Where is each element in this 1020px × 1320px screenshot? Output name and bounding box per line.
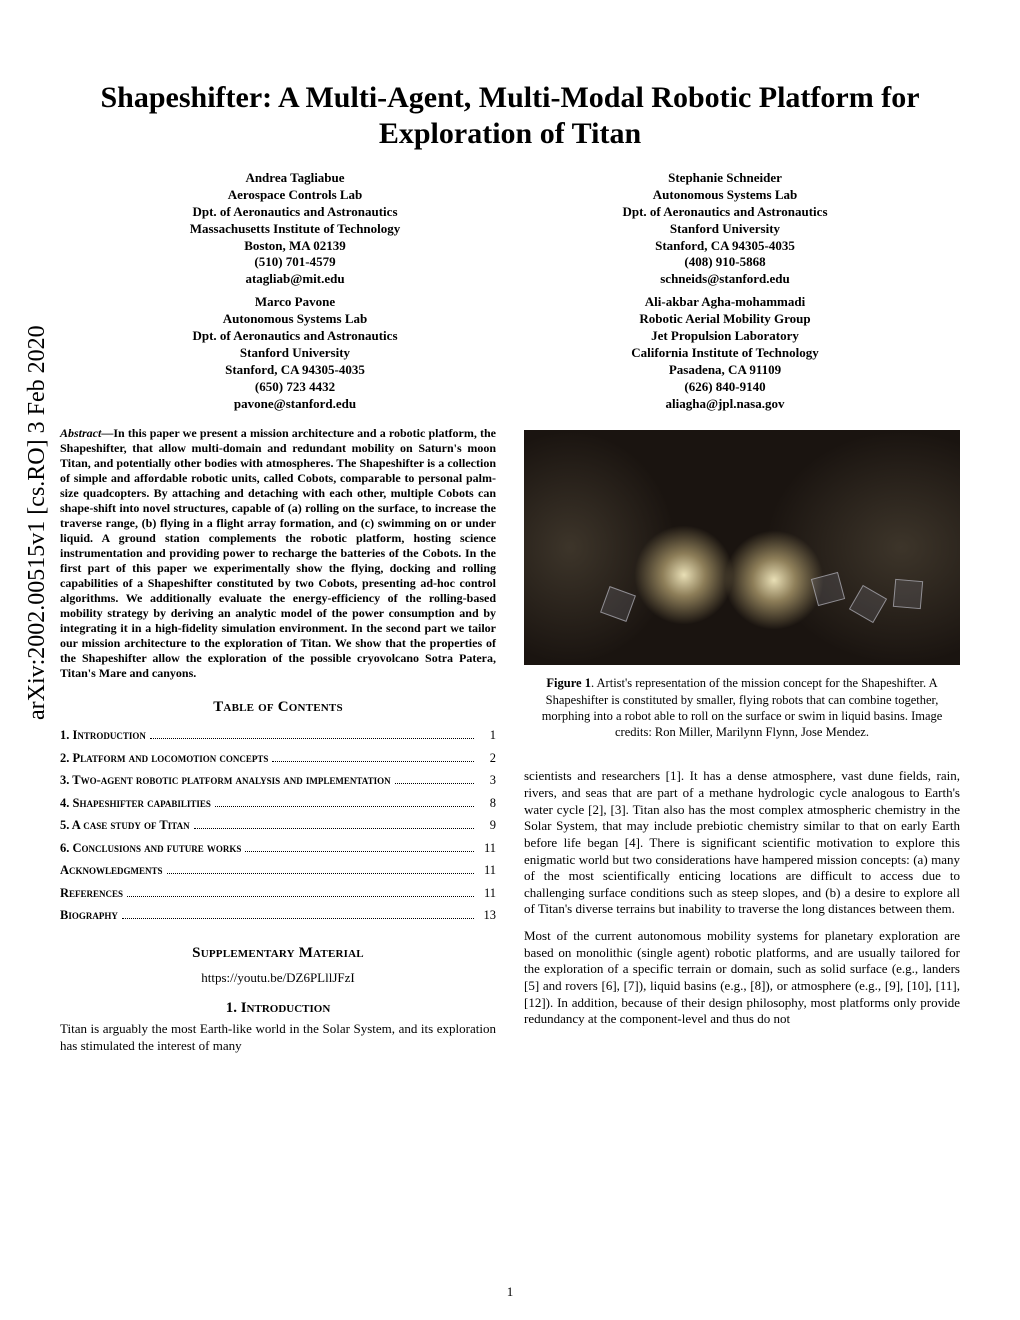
toc-label: 4. Shapeshifter capabilities — [60, 792, 211, 815]
toc-page: 9 — [478, 814, 496, 837]
light-glow — [724, 530, 824, 630]
toc-dots — [245, 851, 474, 852]
author-affil: Stanford, CA 94305-4035 — [530, 238, 920, 255]
author-phone: (408) 910-5868 — [530, 254, 920, 271]
robot-icon — [893, 579, 923, 609]
toc-dots — [215, 806, 474, 807]
toc-row: 2. Platform and locomotion concepts 2 — [60, 747, 496, 770]
toc-row: 5. A case study of Titan 9 — [60, 814, 496, 837]
toc-label: References — [60, 882, 123, 905]
author-1: Andrea Tagliabue Aerospace Controls Lab … — [100, 170, 490, 288]
toc-label: 6. Conclusions and future works — [60, 837, 241, 860]
author-affil: Boston, MA 02139 — [100, 238, 490, 255]
abstract-label: Abstract — [60, 426, 101, 440]
author-email: atagliab@mit.edu — [100, 271, 490, 288]
introduction-header: 1. Introduction — [60, 1000, 496, 1017]
intro-text-left: Titan is arguably the most Earth-like wo… — [60, 1021, 496, 1054]
toc-row: Acknowledgments 11 — [60, 859, 496, 882]
right-paragraph-1: scientists and researchers [1]. It has a… — [524, 768, 960, 918]
toc-row: 1. Introduction 1 — [60, 724, 496, 747]
toc-dots — [150, 738, 474, 739]
toc-dots — [194, 828, 474, 829]
paper-page: arXiv:2002.00515v1 [cs.RO] 3 Feb 2020 Sh… — [0, 0, 1020, 1320]
author-affil: Pasadena, CA 91109 — [530, 362, 920, 379]
author-3: Marco Pavone Autonomous Systems Lab Dpt.… — [100, 294, 490, 412]
toc-page: 3 — [478, 769, 496, 792]
figure-caption-text: . Artist's representation of the mission… — [542, 676, 943, 739]
toc-label: Acknowledgments — [60, 859, 163, 882]
author-affil: Dpt. of Aeronautics and Astronautics — [100, 328, 490, 345]
toc-page: 8 — [478, 792, 496, 815]
toc-row: 3. Two-agent robotic platform analysis a… — [60, 769, 496, 792]
author-affil: Stanford, CA 94305-4035 — [100, 362, 490, 379]
toc-page: 11 — [478, 882, 496, 905]
author-email: schneids@stanford.edu — [530, 271, 920, 288]
supplementary-link[interactable]: https://youtu.be/DZ6PLllJFzI — [60, 970, 496, 986]
author-phone: (510) 701-4579 — [100, 254, 490, 271]
figure-1-caption: Figure 1. Artist's representation of the… — [524, 675, 960, 740]
toc-row: References 11 — [60, 882, 496, 905]
arxiv-identifier: arXiv:2002.00515v1 [cs.RO] 3 Feb 2020 — [24, 325, 51, 720]
left-column: Abstract—In this paper we present a miss… — [60, 426, 496, 1064]
toc-dots — [395, 783, 474, 784]
author-affil: California Institute of Technology — [530, 345, 920, 362]
toc-dots — [272, 761, 474, 762]
author-affil: Jet Propulsion Laboratory — [530, 328, 920, 345]
author-name: Stephanie Schneider — [530, 170, 920, 187]
author-phone: (626) 840-9140 — [530, 379, 920, 396]
author-name: Andrea Tagliabue — [100, 170, 490, 187]
author-affil: Dpt. of Aeronautics and Astronautics — [100, 204, 490, 221]
toc-label: 5. A case study of Titan — [60, 814, 190, 837]
paper-title: Shapeshifter: A Multi-Agent, Multi-Modal… — [100, 80, 920, 152]
author-name: Marco Pavone — [100, 294, 490, 311]
author-affil: Aerospace Controls Lab — [100, 187, 490, 204]
right-column: Figure 1. Artist's representation of the… — [524, 426, 960, 1064]
author-email: aliagha@jpl.nasa.gov — [530, 396, 920, 413]
abstract-text: —In this paper we present a mission arch… — [60, 426, 496, 680]
author-affil: Massachusetts Institute of Technology — [100, 221, 490, 238]
toc-label: Biography — [60, 904, 118, 927]
table-of-contents: 1. Introduction 1 2. Platform and locomo… — [60, 724, 496, 927]
light-glow — [634, 525, 734, 625]
author-affil: Autonomous Systems Lab — [530, 187, 920, 204]
toc-label: 3. Two-agent robotic platform analysis a… — [60, 769, 391, 792]
right-paragraph-2: Most of the current autonomous mobility … — [524, 928, 960, 1028]
toc-page: 1 — [478, 724, 496, 747]
author-affil: Autonomous Systems Lab — [100, 311, 490, 328]
figure-label: Figure 1 — [546, 676, 591, 690]
toc-page: 11 — [478, 837, 496, 860]
figure-1-image — [524, 430, 960, 665]
author-affil: Robotic Aerial Mobility Group — [530, 311, 920, 328]
author-name: Ali-akbar Agha-mohammadi — [530, 294, 920, 311]
toc-label: 1. Introduction — [60, 724, 146, 747]
toc-dots — [127, 896, 474, 897]
author-affil: Stanford University — [100, 345, 490, 362]
author-email: pavone@stanford.edu — [100, 396, 490, 413]
abstract: Abstract—In this paper we present a miss… — [60, 426, 496, 681]
toc-row: 4. Shapeshifter capabilities 8 — [60, 792, 496, 815]
author-affil: Dpt. of Aeronautics and Astronautics — [530, 204, 920, 221]
supplementary-header: Supplementary Material — [60, 945, 496, 962]
author-4: Ali-akbar Agha-mohammadi Robotic Aerial … — [530, 294, 920, 412]
page-number: 1 — [0, 1284, 1020, 1300]
author-phone: (650) 723 4432 — [100, 379, 490, 396]
author-affil: Stanford University — [530, 221, 920, 238]
author-2: Stephanie Schneider Autonomous Systems L… — [530, 170, 920, 288]
authors-block: Andrea Tagliabue Aerospace Controls Lab … — [100, 170, 920, 412]
toc-dots — [167, 873, 474, 874]
toc-page: 13 — [478, 904, 496, 927]
toc-header: Table of Contents — [60, 699, 496, 716]
toc-page: 2 — [478, 747, 496, 770]
toc-label: 2. Platform and locomotion concepts — [60, 747, 268, 770]
toc-dots — [122, 918, 474, 919]
toc-page: 11 — [478, 859, 496, 882]
toc-row: Biography 13 — [60, 904, 496, 927]
two-column-body: Abstract—In this paper we present a miss… — [60, 426, 960, 1064]
toc-row: 6. Conclusions and future works 11 — [60, 837, 496, 860]
